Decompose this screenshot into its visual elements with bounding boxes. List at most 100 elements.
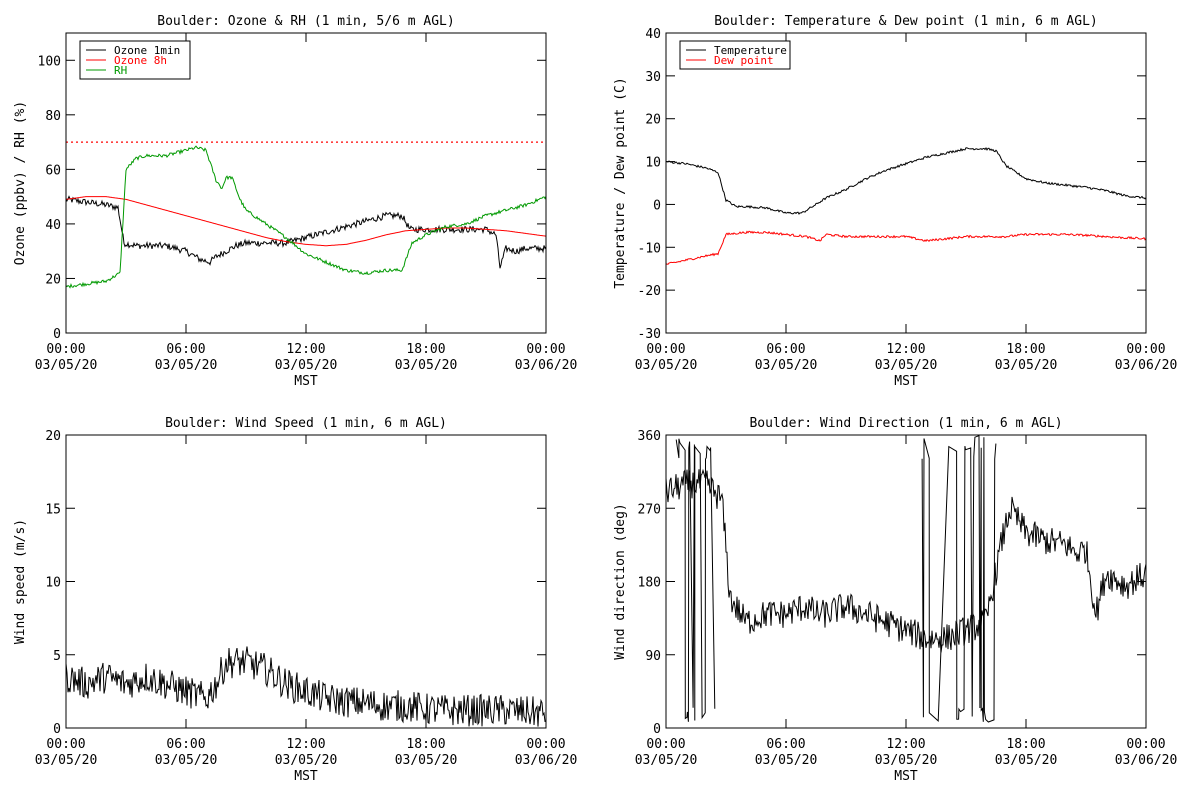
y-tick-label: 40 — [45, 218, 61, 233]
x-tick-date: 03/06/20 — [515, 358, 578, 373]
y-tick-label: 0 — [653, 722, 661, 737]
x-tick-label: 18:00 — [1006, 342, 1045, 357]
legend-label: RH — [114, 64, 127, 77]
series-line-3 — [66, 145, 546, 289]
chart-title: Boulder: Temperature & Dew point (1 min,… — [714, 14, 1098, 29]
y-tick-label: -30 — [638, 327, 661, 342]
x-tick-label: 06:00 — [766, 342, 805, 357]
chart-title: Boulder: Wind Direction (1 min, 6 m AGL) — [749, 416, 1062, 431]
x-tick-label: 00:00 — [646, 737, 685, 752]
x-tick-date: 03/05/20 — [875, 358, 938, 373]
legend-label: Ozone 8h — [114, 54, 167, 67]
y-tick-label: 20 — [45, 272, 61, 287]
series-line-2 — [666, 230, 1146, 265]
x-tick-date: 03/05/20 — [35, 753, 98, 768]
series-group — [666, 435, 1146, 723]
chart-3: Boulder: Wind Speed (1 min, 6 m AGL) 0 5 10… — [13, 416, 577, 784]
series-group — [666, 147, 1146, 265]
x-tick-label: 00:00 — [1126, 737, 1165, 752]
y-tick-label: 10 — [645, 156, 661, 171]
x-tick-date: 03/05/20 — [755, 753, 818, 768]
x-tick-date: 03/06/20 — [515, 753, 578, 768]
legend-label: Dew point — [714, 54, 774, 67]
y-tick-label: 10 — [45, 576, 61, 591]
x-tick-label: 06:00 — [166, 737, 205, 752]
x-tick-date: 03/05/20 — [155, 753, 218, 768]
x-tick-label: 12:00 — [886, 342, 925, 357]
x-tick-date: 03/05/20 — [275, 753, 338, 768]
series-group — [66, 145, 546, 289]
series-group — [66, 646, 546, 727]
series-line-1 — [666, 468, 1146, 653]
y-tick-label: 20 — [45, 429, 61, 444]
y-axis-label: Temperature / Dew point (C) — [613, 77, 628, 288]
y-tick-label: 15 — [45, 502, 61, 517]
x-tick-label: 06:00 — [166, 342, 205, 357]
x-tick-date: 03/05/20 — [155, 358, 218, 373]
y-axis-label: Wind speed (m/s) — [13, 519, 28, 644]
plot-frame — [665, 434, 1147, 729]
x-axis-label: MST — [294, 769, 318, 784]
chart-4: Boulder: Wind Direction (1 min, 6 m AGL)… — [613, 416, 1177, 784]
x-tick-label: 18:00 — [1006, 737, 1045, 752]
y-tick-label: 100 — [38, 54, 61, 69]
y-axis-label: Wind direction (deg) — [613, 503, 628, 660]
y-tick-label: 90 — [645, 649, 661, 664]
y-tick-label: 40 — [645, 27, 661, 42]
chart-2: Boulder: Temperature & Dew point (1 min,… — [613, 14, 1177, 389]
x-tick-label: 06:00 — [766, 737, 805, 752]
y-tick-label: 80 — [45, 109, 61, 124]
legend-label: Ozone 1min — [114, 44, 180, 57]
x-tick-date: 03/06/20 — [1115, 358, 1178, 373]
series-line-2 — [66, 196, 546, 247]
x-tick-date: 03/05/20 — [395, 753, 458, 768]
plot-frame — [665, 32, 1147, 334]
y-tick-label: 5 — [53, 649, 61, 664]
x-tick-label: 12:00 — [286, 737, 325, 752]
series-line-1 — [666, 147, 1146, 215]
direction-swings — [921, 435, 997, 723]
y-axis-label: Ozone (ppbv) / RH (%) — [13, 101, 28, 265]
y-tick-label: 30 — [645, 70, 661, 85]
x-tick-date: 03/06/20 — [1115, 753, 1178, 768]
x-tick-date: 03/05/20 — [995, 753, 1058, 768]
y-tick-label: 60 — [45, 163, 61, 178]
chart-1: Boulder: Ozone & RH (1 min, 5/6 m AGL) 0 2… — [13, 14, 577, 389]
x-tick-label: 12:00 — [886, 737, 925, 752]
x-tick-label: 00:00 — [526, 342, 565, 357]
direction-swings — [675, 438, 716, 722]
series-line-1 — [66, 646, 546, 727]
y-tick-label: 360 — [638, 429, 661, 444]
x-tick-label: 00:00 — [46, 342, 85, 357]
chart-title: Boulder: Wind Speed (1 min, 6 m AGL) — [165, 416, 447, 431]
x-tick-label: 00:00 — [1126, 342, 1165, 357]
x-tick-date: 03/05/20 — [875, 753, 938, 768]
x-tick-date: 03/05/20 — [35, 358, 98, 373]
x-tick-label: 00:00 — [646, 342, 685, 357]
y-tick-label: 0 — [53, 722, 61, 737]
legend-label: Temperature — [714, 44, 787, 57]
x-axis-label: MST — [894, 769, 918, 784]
y-tick-label: -20 — [638, 284, 661, 299]
y-tick-label: 0 — [653, 198, 661, 213]
x-tick-date: 03/05/20 — [635, 753, 698, 768]
x-tick-date: 03/05/20 — [755, 358, 818, 373]
x-tick-label: 00:00 — [526, 737, 565, 752]
series-line-1 — [66, 195, 546, 269]
x-tick-label: 12:00 — [286, 342, 325, 357]
x-tick-date: 03/05/20 — [635, 358, 698, 373]
x-tick-date: 03/05/20 — [275, 358, 338, 373]
x-tick-label: 18:00 — [406, 737, 445, 752]
x-tick-label: 18:00 — [406, 342, 445, 357]
x-axis-label: MST — [894, 374, 918, 389]
y-tick-label: 20 — [645, 113, 661, 128]
x-tick-label: 00:00 — [46, 737, 85, 752]
y-tick-label: 0 — [53, 327, 61, 342]
chart-title: Boulder: Ozone & RH (1 min, 5/6 m AGL) — [157, 14, 454, 29]
y-tick-label: -10 — [638, 241, 661, 256]
y-tick-label: 180 — [638, 576, 661, 591]
